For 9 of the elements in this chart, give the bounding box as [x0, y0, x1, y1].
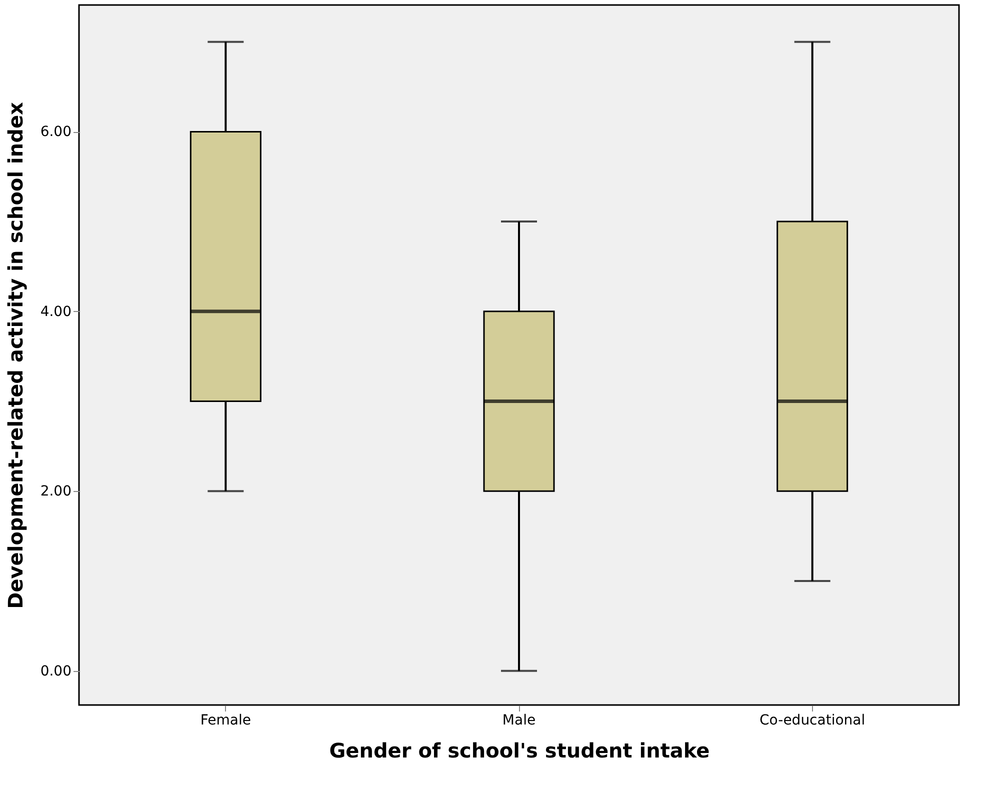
y-axis-title: Development-related activity in school index	[3, 102, 28, 609]
x-axis-title: Gender of school's student intake	[329, 738, 710, 762]
y-tick-label: 0.00	[40, 663, 72, 680]
y-tick-label: 2.00	[40, 484, 72, 500]
x-tick-label: Male	[502, 712, 536, 728]
x-tick-label: Female	[200, 712, 251, 728]
y-tick-label: 6.00	[40, 124, 72, 140]
x-tick-label: Co-educational	[760, 712, 866, 728]
y-tick-label: 4.00	[40, 304, 72, 320]
